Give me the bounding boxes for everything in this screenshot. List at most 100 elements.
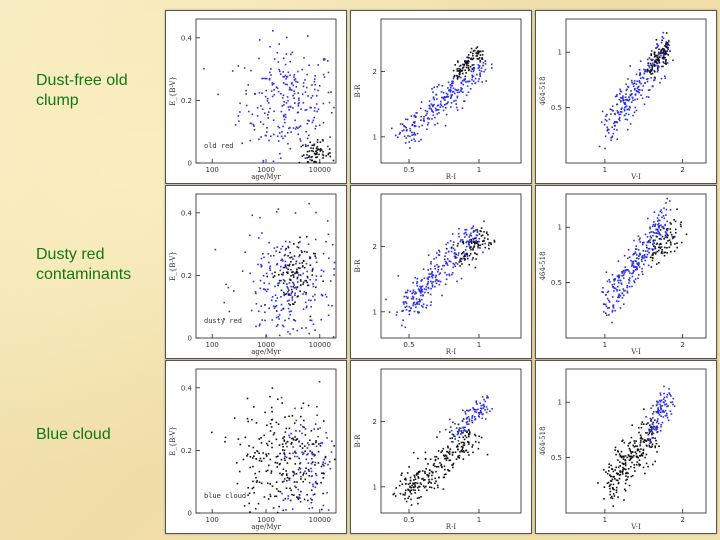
data-point [619,454,621,457]
data-point [663,411,665,413]
data-point [470,246,472,248]
data-point [627,269,629,271]
data-point [644,439,646,441]
data-point [281,97,284,99]
data-point [310,156,313,159]
data-point [662,48,665,50]
data-point [472,237,474,240]
x-tick-label: 1 [477,341,481,349]
data-point [427,280,430,283]
data-point [249,139,252,142]
data-point [634,88,636,91]
data-point [454,249,456,251]
data-point [304,109,307,111]
data-point [619,461,621,463]
data-point [620,282,623,285]
data-point [263,288,265,290]
data-point [650,237,652,239]
data-point [412,489,415,491]
data-point [312,453,315,455]
data-point [628,459,631,461]
data-point [282,307,285,310]
data-point [278,274,280,276]
data-point [411,124,413,127]
data-point [471,227,474,229]
data-point [628,279,631,282]
data-point [297,103,300,105]
data-point [288,265,290,267]
data-point [447,446,449,449]
data-point [299,497,301,499]
data-point [429,293,432,296]
data-point [660,49,663,51]
data-point [407,488,409,491]
data-point [647,438,649,440]
data-point [668,246,671,249]
data-point [457,89,460,91]
data-point [427,286,430,289]
data-point [636,455,639,458]
data-point [628,105,631,108]
data-point [477,447,480,450]
scatter-panel: 100 1000 10000 0 0.2 0.4 age/Myr E_{B-V} dusty r… [165,185,347,359]
data-point [637,86,639,89]
data-point [666,229,669,232]
data-point [436,271,439,273]
data-point [659,411,662,414]
data-point [635,260,637,262]
data-point [430,272,433,275]
data-point [639,77,642,80]
data-point [295,286,297,289]
data-point [409,491,412,493]
data-point [314,107,316,109]
data-point [622,269,625,272]
data-point [462,444,465,446]
data-point [319,445,322,447]
data-point [461,107,464,109]
data-point [300,145,303,148]
data-point [609,474,611,476]
data-point [469,234,471,236]
data-point [267,453,270,455]
data-point [609,480,612,482]
data-point [299,240,301,243]
data-point [628,455,630,458]
data-point [261,108,264,110]
data-point [283,449,286,452]
data-point [656,54,658,57]
data-point [412,121,415,123]
data-point [623,108,626,111]
data-point [290,294,292,296]
data-point [440,104,443,107]
data-point [617,451,619,453]
data-point [476,242,478,244]
data-point [656,403,659,405]
data-point [621,270,623,273]
data-point [475,229,477,231]
data-point [665,228,668,230]
data-point [610,497,612,499]
data-point [428,100,431,102]
data-point [616,110,619,112]
data-point [653,428,656,431]
data-point [638,73,641,76]
data-point [452,266,454,269]
data-point [300,108,302,110]
data-point [294,450,296,453]
data-point [410,307,412,309]
data-point [433,86,435,89]
data-point [639,252,641,255]
data-point [477,240,479,243]
data-point [476,73,478,76]
data-point [322,270,325,273]
data-point [472,75,475,78]
data-point [409,476,412,479]
data-point [311,269,314,271]
data-point [618,477,621,480]
data-point [645,416,647,418]
data-point [493,241,496,243]
data-point [291,51,294,54]
data-point [301,442,304,445]
data-point [272,30,274,32]
data-point [463,259,466,261]
